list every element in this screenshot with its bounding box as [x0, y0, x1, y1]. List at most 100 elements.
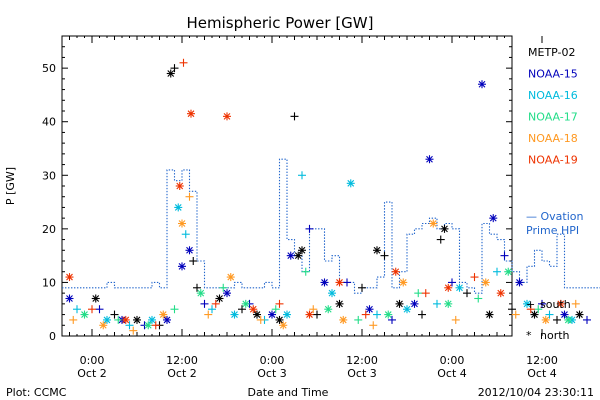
- ovation-step-line: [62, 158, 600, 294]
- noaa-16-point: [148, 315, 156, 324]
- plot-frame: [61, 35, 513, 337]
- metp-02-point: [215, 294, 224, 303]
- legend-ovation-line: — Ovation: [526, 210, 584, 223]
- noaa-15-point: [538, 299, 546, 308]
- noaa-15-point: [500, 251, 509, 260]
- noaa-19-point: [526, 305, 535, 314]
- metp-02-point: [294, 251, 303, 260]
- noaa-18-point: [309, 305, 318, 314]
- noaa-15-point: [223, 289, 231, 298]
- noaa-18-point: [511, 310, 520, 319]
- noaa-18-point: [69, 315, 78, 324]
- metp-02-point: [485, 310, 494, 319]
- noaa-19-point: [444, 283, 453, 292]
- noaa-15-point: [268, 310, 276, 319]
- noaa-19-point: [249, 305, 258, 314]
- noaa-18-point: [399, 278, 408, 287]
- noaa-15-point: [388, 315, 396, 324]
- noaa-17-point: [504, 267, 513, 276]
- legend-entry: NOAA-18: [528, 132, 578, 145]
- noaa-19-point: [187, 109, 195, 118]
- noaa-17-point: [324, 305, 333, 314]
- noaa-18-point: [256, 315, 265, 324]
- metp-02-point: [395, 299, 404, 308]
- x-tick-time: 12:00: [526, 354, 558, 367]
- noaa-16-point: [545, 310, 554, 319]
- y-tick-label: 40: [42, 116, 56, 129]
- x-tick-time: 0:00: [260, 354, 285, 367]
- x-tick-date: Oct 2: [167, 367, 197, 380]
- noaa-15-point: [320, 278, 329, 287]
- noaa-16-point: [298, 171, 306, 180]
- plot-timestamp: 2012/10/04 23:30:11: [478, 386, 594, 399]
- noaa-15-point: [286, 251, 295, 260]
- ovation-hpi-line: [62, 158, 600, 294]
- metp-02-point: [166, 69, 175, 78]
- plot-credit: Plot: CCMC: [6, 386, 67, 399]
- noaa-15-point: [583, 315, 591, 324]
- marker-key-label: north: [540, 329, 570, 342]
- noaa-16-point: [523, 299, 531, 308]
- noaa-18-point: [159, 310, 168, 319]
- noaa-17-point: [534, 305, 543, 314]
- x-tick-date: Oct 3: [347, 367, 377, 380]
- metp-02-point: [110, 310, 119, 319]
- noaa-16-point: [125, 321, 134, 330]
- metp-02-point: [553, 315, 561, 324]
- noaa-15-point: [185, 246, 194, 255]
- noaa-19-point: [151, 321, 160, 330]
- metp-02-point: [373, 246, 381, 255]
- noaa-15-point: [365, 305, 374, 314]
- metp-02-point: [313, 310, 321, 319]
- x-tick-time: 12:00: [346, 354, 378, 367]
- noaa-17-point: [444, 299, 453, 308]
- noaa-18-point: [226, 273, 235, 282]
- y-tick-label: 50: [42, 62, 56, 75]
- noaa-17-point: [271, 305, 280, 314]
- metp-02-point: [253, 310, 261, 319]
- noaa-19-point: [496, 289, 505, 298]
- noaa-19-point: [175, 182, 184, 190]
- noaa-15-point: [489, 214, 498, 223]
- metp-02-point: [508, 305, 516, 314]
- noaa-18-point: [204, 310, 213, 319]
- metp-02-point: [575, 310, 584, 319]
- noaa-17-point: [196, 289, 205, 298]
- y-tick-label: 0: [49, 330, 56, 343]
- metp-02-point: [418, 310, 426, 319]
- noaa-15-point: [425, 155, 434, 164]
- noaa-17-point: [80, 310, 89, 319]
- noaa-17-point: [241, 299, 250, 308]
- marker-key: + south * north: [526, 298, 571, 342]
- noaa-15-point: [95, 305, 104, 314]
- noaa-16-point: [230, 310, 239, 319]
- noaa-15-point: [560, 310, 569, 319]
- data-markers: [65, 58, 591, 335]
- noaa-15-point: [515, 278, 524, 287]
- noaa-17-point: [301, 267, 310, 276]
- metp-02-point: [193, 283, 201, 292]
- y-tick-label: 20: [42, 223, 56, 236]
- metp-02-point: [358, 283, 366, 292]
- metp-02-point: [463, 289, 471, 298]
- noaa-17-point: [474, 294, 483, 303]
- noaa-19-point: [335, 278, 344, 287]
- metp-02-point: [238, 305, 246, 314]
- noaa-19-point: [305, 310, 314, 319]
- noaa-16-point: [373, 310, 381, 319]
- noaa-18-point: [541, 315, 550, 324]
- legend-entry: METP-02: [528, 46, 576, 59]
- legend-entry: NOAA-16: [528, 89, 578, 102]
- noaa-17-point: [114, 315, 123, 324]
- metp-02-point: [189, 257, 198, 265]
- metp-02-point: [380, 251, 389, 260]
- metp-02-point: [436, 235, 445, 244]
- noaa-17-point: [384, 310, 393, 319]
- noaa-19-point: [421, 289, 430, 298]
- marker-key-symbol: *: [526, 329, 532, 342]
- metp-02-point: [275, 315, 284, 324]
- noaa-19-point: [470, 273, 479, 282]
- y-axis-ticks: 0 10 20 30 40 50: [42, 46, 512, 343]
- noaa-18-point: [369, 321, 378, 330]
